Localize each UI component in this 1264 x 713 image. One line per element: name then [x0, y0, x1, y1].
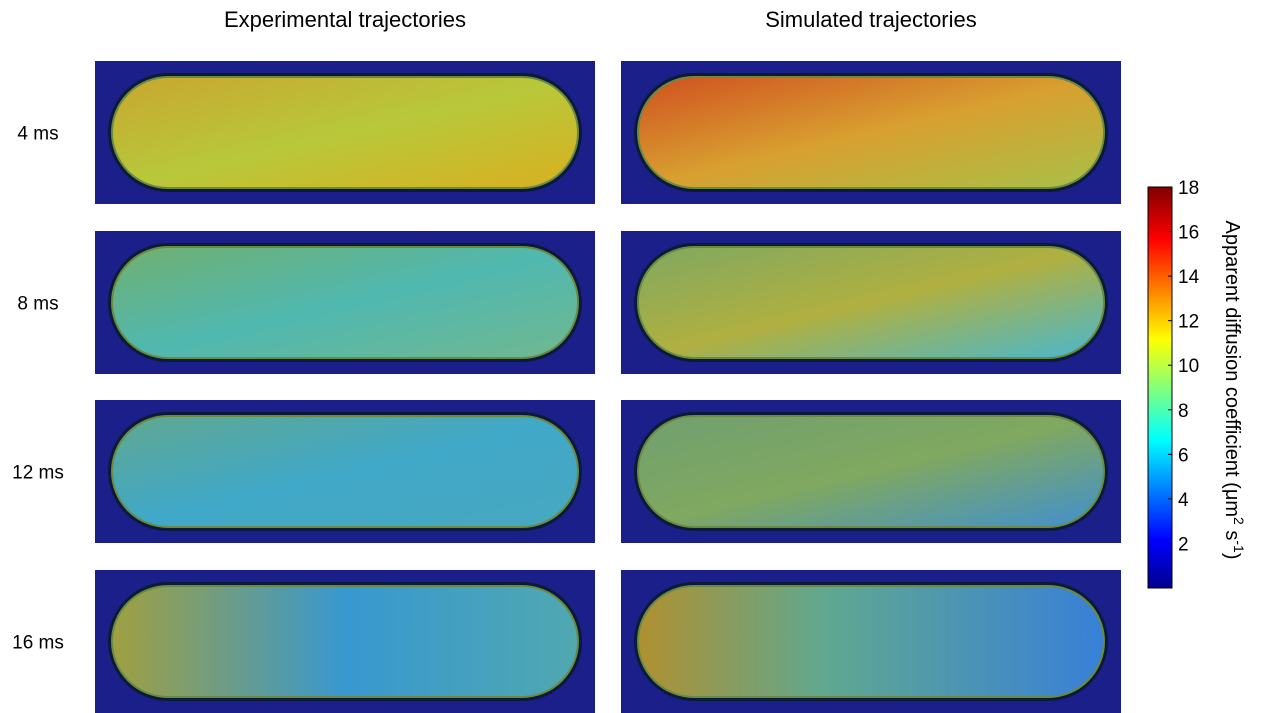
row-label: 4 ms [17, 124, 58, 145]
heatmap [638, 586, 1104, 697]
figure: 2 4 6 8 10 12 14 16 18 Apparent diffusion coeffi… [0, 0, 1264, 713]
colorbar [1148, 187, 1172, 588]
row-label: 8 ms [17, 294, 58, 315]
label-part: -1 [1231, 540, 1247, 553]
heatmap [112, 247, 578, 358]
colorbar-label: Apparent diffusion coefficient (μm2 s-1) [1221, 221, 1247, 560]
tick-label: 2 [1178, 534, 1189, 555]
label-part: Apparent diffusion coefficient (μm [1221, 221, 1243, 518]
tick-label: 14 [1178, 267, 1200, 288]
heatmap [638, 247, 1104, 358]
tick-label: 6 [1178, 445, 1189, 466]
tick-label: 16 [1178, 223, 1199, 244]
row-label: 12 ms [12, 463, 64, 484]
heatmap [638, 77, 1104, 188]
tick-label: 12 [1178, 312, 1199, 333]
label-part: ) [1221, 553, 1243, 560]
label-part: s [1221, 525, 1243, 541]
row-label: 16 ms [12, 633, 64, 654]
tick-label: 4 [1178, 490, 1189, 511]
column-title: Experimental trajectories [224, 7, 466, 32]
heatmap [112, 77, 578, 188]
heatmap [638, 416, 1104, 527]
colorbar-axis: 2 4 6 8 10 12 14 16 18 [1168, 178, 1200, 555]
column-title: Simulated trajectories [765, 7, 977, 32]
label-part: 2 [1231, 517, 1247, 525]
tick-label: 10 [1178, 356, 1199, 377]
tick-label: 18 [1178, 178, 1199, 199]
panels [95, 61, 1121, 713]
heatmap [112, 416, 578, 527]
heatmap [112, 586, 578, 697]
tick-label: 8 [1178, 401, 1189, 422]
